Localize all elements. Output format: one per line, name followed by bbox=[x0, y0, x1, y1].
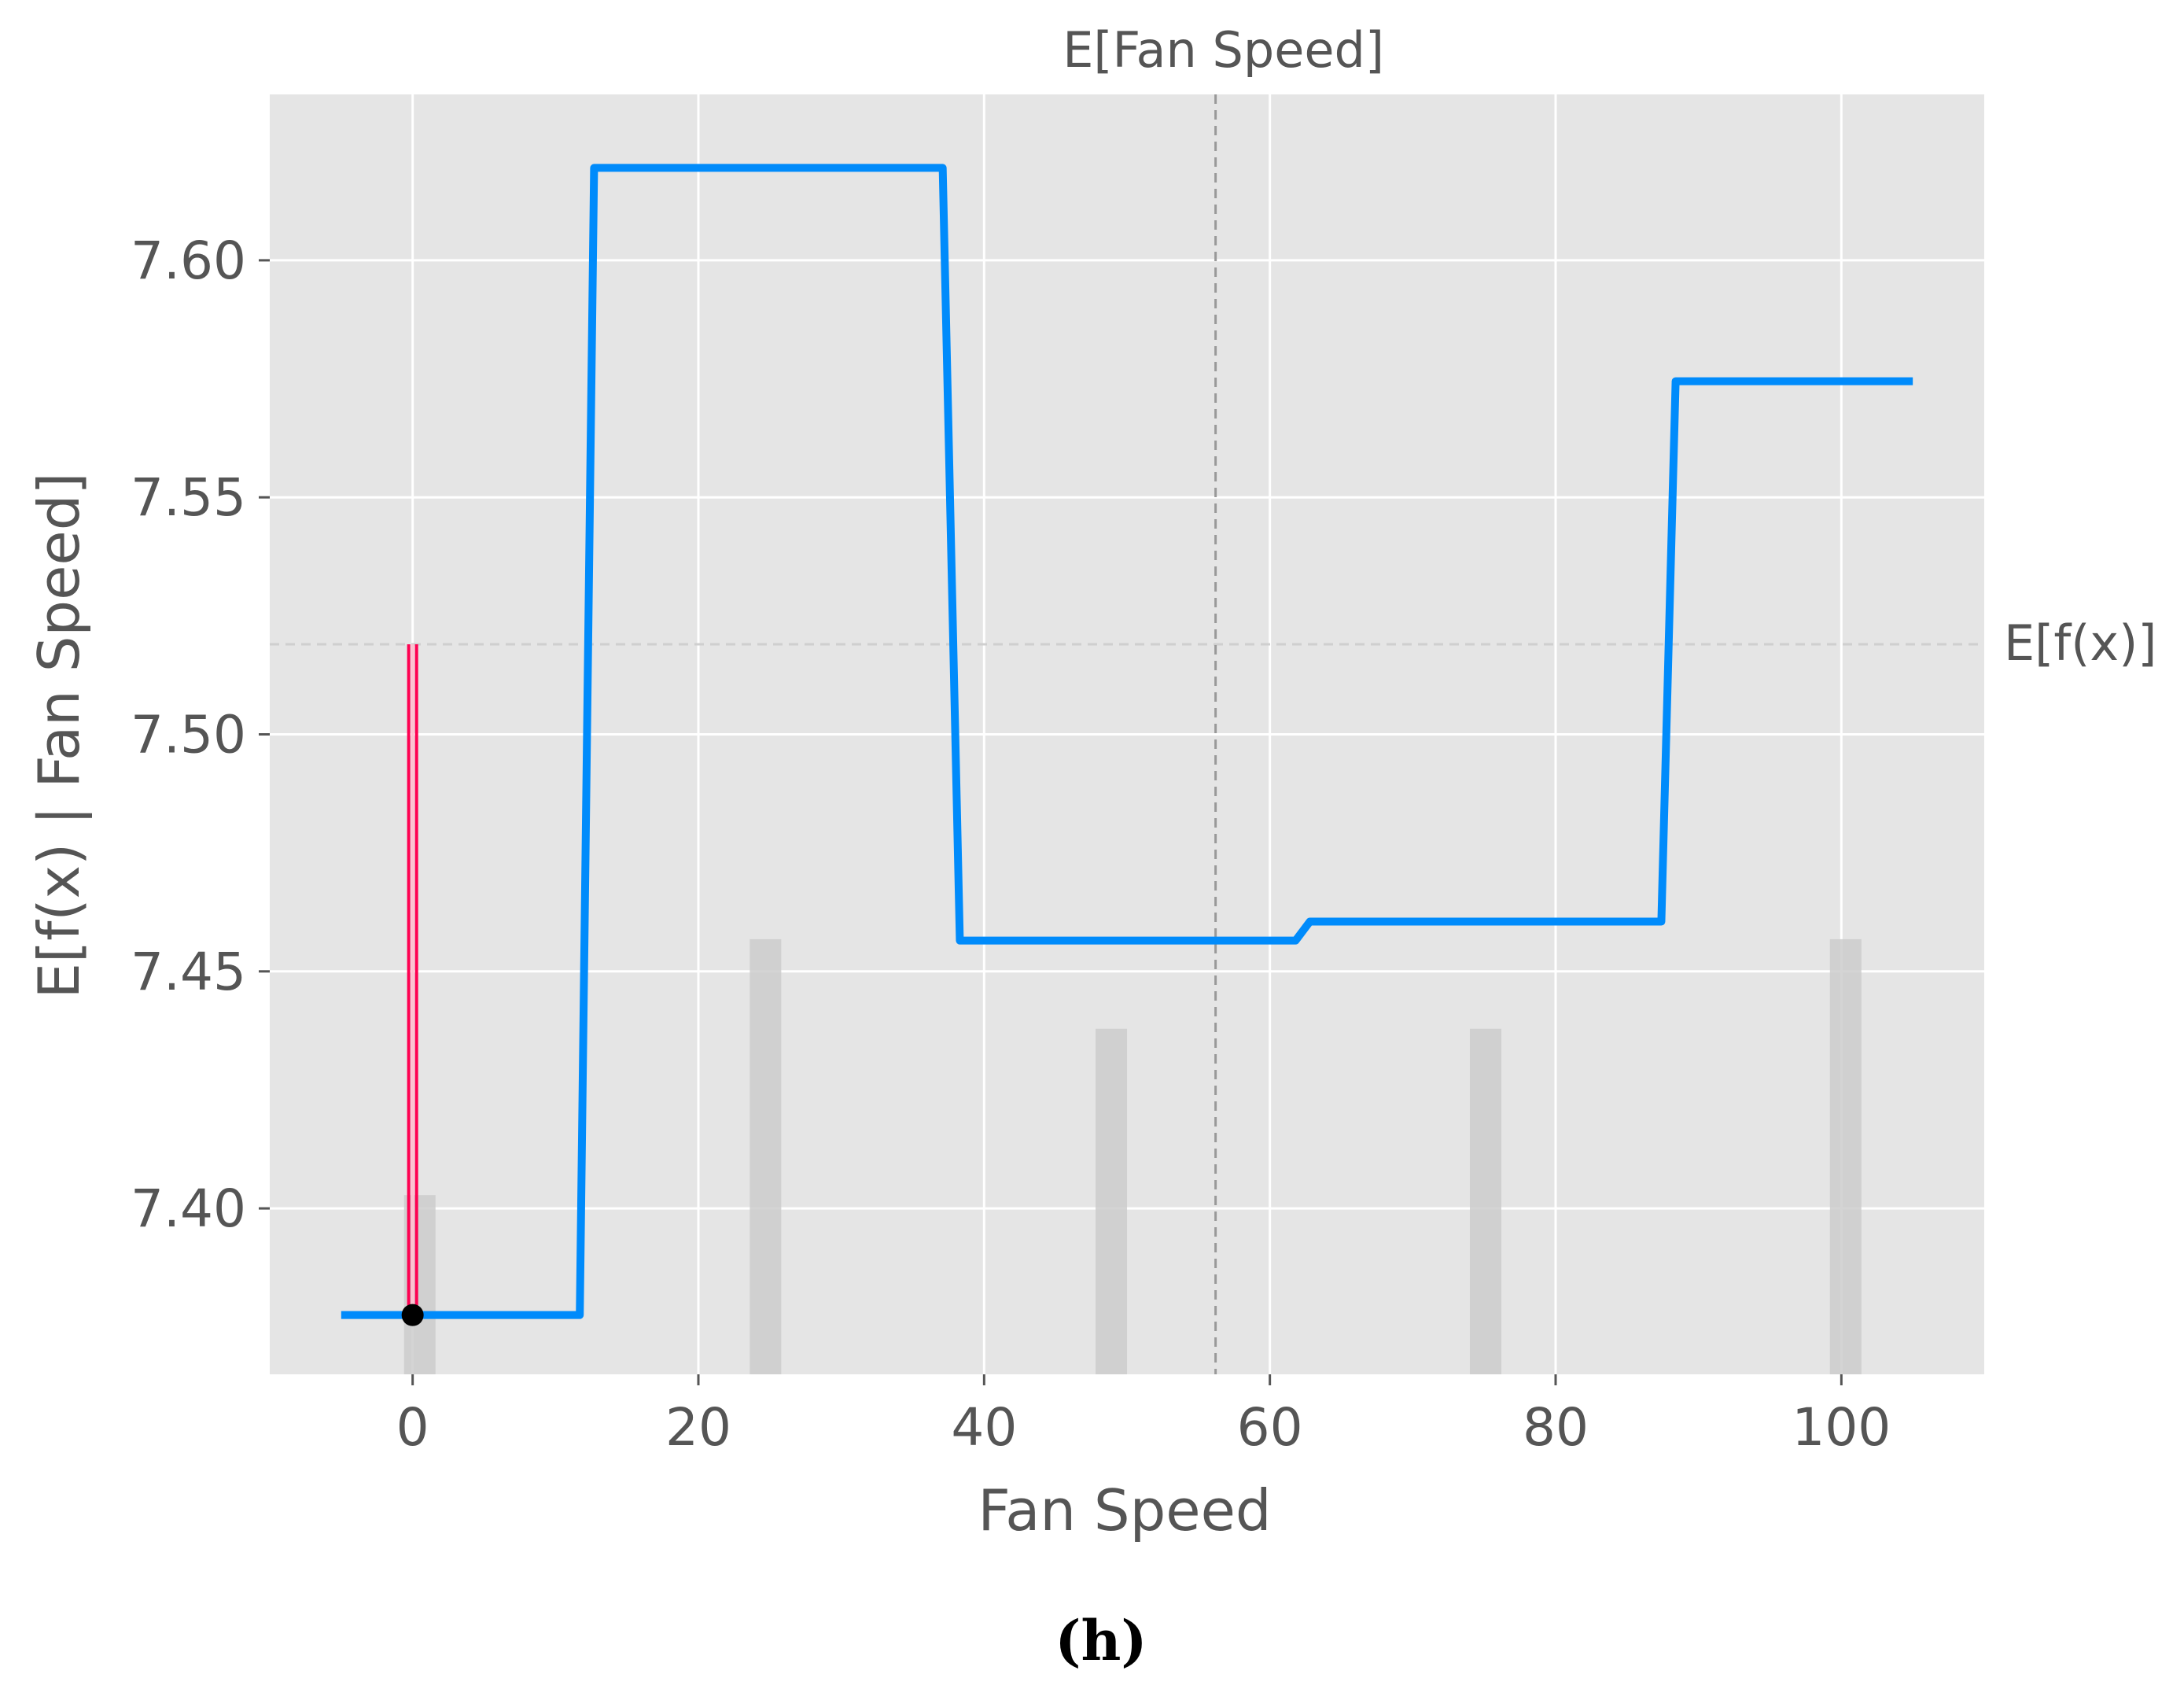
x-tick-label: 80 bbox=[1523, 1397, 1589, 1458]
y-tick-label: 7.45 bbox=[131, 942, 246, 1002]
grid-lines bbox=[270, 94, 1984, 1374]
dependence-series bbox=[341, 164, 1913, 1319]
histogram-bar bbox=[749, 939, 782, 1374]
histogram-bar bbox=[1096, 1028, 1128, 1374]
x-tick-label: 100 bbox=[1792, 1397, 1891, 1458]
y-tick-label: 7.50 bbox=[131, 705, 246, 765]
x-tick-label: 40 bbox=[951, 1397, 1017, 1458]
highlight-stem bbox=[407, 644, 418, 1315]
x-tick-label: 0 bbox=[396, 1397, 429, 1458]
feature-histogram bbox=[403, 939, 1862, 1374]
histogram-bar bbox=[1829, 939, 1862, 1374]
y-tick-label: 7.60 bbox=[131, 230, 246, 291]
dependence-line bbox=[341, 164, 1913, 1319]
x-tick-label: 20 bbox=[665, 1397, 731, 1458]
y-axis-label: E[f(x) | Fan Speed] bbox=[26, 473, 93, 999]
x-tick-label: 60 bbox=[1237, 1397, 1303, 1458]
expected-value-label: E[f(x)] bbox=[2004, 614, 2156, 672]
panel-caption: (h) bbox=[1055, 1608, 1147, 1673]
expected-feature-label: E[Fan Speed] bbox=[1063, 21, 1384, 79]
x-axis-label: Fan Speed bbox=[978, 1477, 1271, 1543]
highlight-dot bbox=[401, 1304, 424, 1326]
reference-lines bbox=[270, 94, 1984, 1374]
y-tick-label: 7.40 bbox=[131, 1178, 246, 1239]
histogram-bar bbox=[1469, 1028, 1501, 1374]
highlight-point bbox=[401, 1304, 424, 1326]
axis-ticks: 0 20 40 60 80 100 7.40 7.45 7.50 7.55 7.60 bbox=[131, 230, 1891, 1458]
y-tick-label: 7.55 bbox=[131, 467, 246, 528]
